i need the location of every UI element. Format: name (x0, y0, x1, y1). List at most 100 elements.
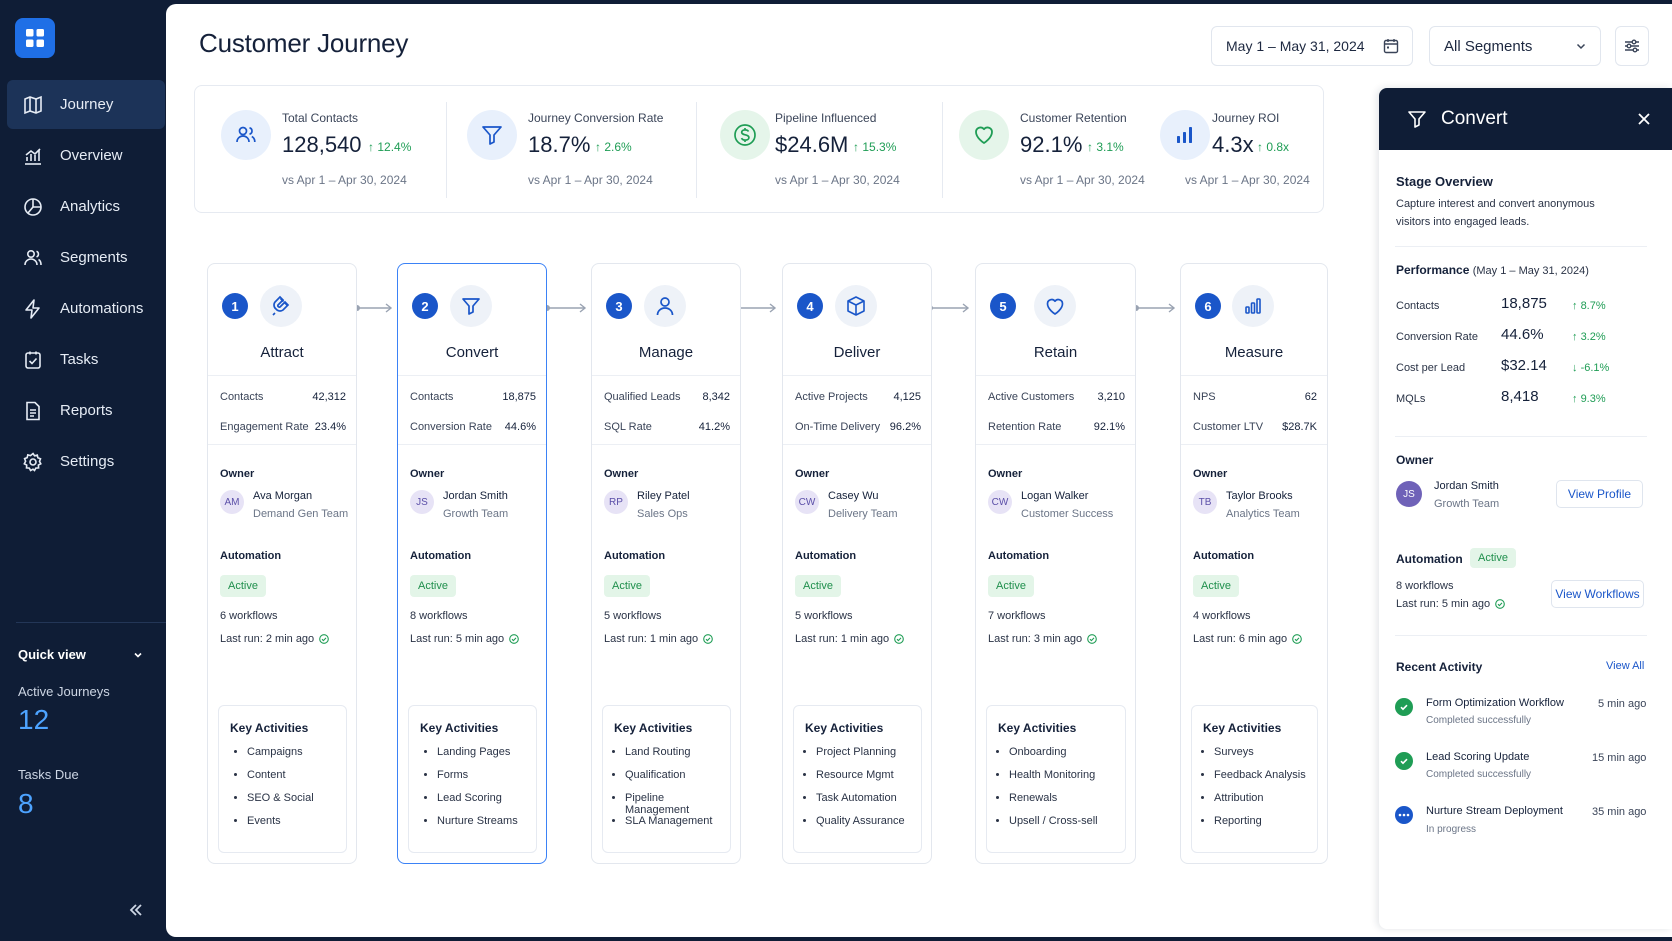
owner-name: Ava Morgan (253, 490, 313, 502)
stage-number-badge: 3 (606, 293, 632, 319)
app-logo[interactable] (15, 18, 55, 58)
stage-card-attract[interactable]: 1 Attract Contacts 42,312 Engagement Rate… (207, 263, 357, 864)
performance-label: Conversion Rate (1396, 331, 1478, 343)
owner-title: Owner (1396, 453, 1434, 467)
performance-delta: ↑ 9.3% (1572, 393, 1606, 405)
avatar[interactable]: AM (220, 490, 244, 514)
panel-title: Convert (1441, 108, 1508, 129)
check-circle-icon (1395, 752, 1413, 770)
stage-card-retain[interactable]: 5 Retain Active Customers 3,210 Retention… (975, 263, 1136, 864)
stage-overview-text: Capture interest and convert anonymous (1396, 198, 1595, 210)
pie-chart-icon (24, 197, 42, 216)
sliders-icon (1625, 39, 1639, 53)
sidebar: Journey Overview Analytics Segments Auto… (0, 0, 166, 941)
avatar[interactable]: RP (604, 490, 628, 514)
list-item: Land Routing (625, 746, 730, 769)
divider (783, 444, 931, 445)
stage-title: Manage (638, 344, 694, 361)
stage-metric: Contacts 18,875 (410, 391, 536, 403)
list-item: Nurture Streams (437, 815, 518, 838)
performance-delta: ↓ -6.1% (1572, 362, 1610, 374)
owner-team: Customer Success (1021, 508, 1114, 520)
avatar[interactable]: TB (1193, 490, 1217, 514)
kpi-label: Journey ROI (1212, 111, 1280, 125)
last-run: Last run: 2 min ago (220, 633, 330, 645)
performance-value: 18,875 (1501, 295, 1547, 312)
list-item: Campaigns (247, 746, 314, 769)
stage-metric: Contacts 42,312 (220, 391, 346, 403)
owner-name: Casey Wu (828, 490, 879, 502)
list-item: Landing Pages (437, 746, 518, 769)
view-profile-button[interactable]: View Profile (1556, 480, 1643, 508)
automation-title: Automation (1396, 552, 1463, 566)
sidebar-item-reports[interactable]: Reports (7, 386, 165, 435)
kpi-label: Total Contacts (282, 111, 359, 125)
sidebar-item-segments[interactable]: Segments (7, 233, 165, 282)
sidebar-item-overview[interactable]: Overview (7, 131, 165, 180)
check-circle-icon (509, 634, 520, 644)
performance-delta: ↑ 3.2% (1572, 331, 1606, 343)
sidebar-item-journey[interactable]: Journey (7, 80, 165, 129)
list-item: Pipeline Management (625, 792, 730, 816)
divider (208, 375, 356, 376)
stage-overview-text: visitors into engaged leads. (1396, 216, 1530, 228)
avatar[interactable]: CW (795, 490, 819, 514)
last-run: Last run: 5 min ago (410, 633, 520, 645)
owner-label: Owner (220, 468, 255, 480)
avatar[interactable]: CW (988, 490, 1012, 514)
last-run: Last run: 3 min ago (988, 633, 1098, 645)
check-circle-icon (319, 634, 330, 644)
owner-team: Analytics Team (1226, 508, 1300, 520)
kpi-summary-card: Total Contacts 128,540 ↑ 12.4% vs Apr 1 … (194, 85, 1324, 213)
kpi-value: 92.1% (1020, 132, 1083, 157)
sidebar-item-settings[interactable]: Settings (7, 437, 165, 486)
filter-settings-button[interactable] (1615, 26, 1649, 66)
stage-card-convert[interactable]: 2 Convert Contacts 18,875 Conversion Rate… (397, 263, 547, 864)
funnel-icon (450, 285, 492, 327)
status-badge: Active (988, 575, 1034, 597)
stage-title: Deliver (833, 344, 881, 361)
list-item: Project Planning (816, 746, 905, 769)
list-item: Feedback Analysis (1214, 769, 1306, 792)
stage-metric: Engagement Rate 23.4% (220, 421, 346, 433)
kpi-value: 18.7% (528, 132, 591, 157)
view-workflows-button[interactable]: View Workflows (1551, 580, 1644, 608)
sidebar-item-label: Analytics (60, 198, 121, 215)
key-activities-list: Landing Pages Forms Lead Scoring Nurture… (437, 746, 518, 838)
stage-card-manage[interactable]: 3 Manage Qualified Leads 8,342 SQL Rate 41… (591, 263, 741, 864)
kpi-delta: ↑ 15.3% (853, 140, 897, 154)
stage-connector (1133, 303, 1176, 313)
kpi-comparison: vs Apr 1 – Apr 30, 2024 (1020, 173, 1145, 187)
recent-activity-title: Recent Activity (1396, 660, 1483, 674)
activity-time: 35 min ago (1592, 806, 1647, 818)
stage-card-deliver[interactable]: 4 Deliver Active Projects 4,125 On-Time D… (782, 263, 932, 864)
sidebar-item-analytics[interactable]: Analytics (7, 182, 165, 231)
activity-time: 5 min ago (1598, 698, 1647, 710)
collapse-sidebar-button[interactable] (124, 898, 148, 922)
stage-connector (927, 303, 970, 313)
stage-card-measure[interactable]: 6 Measure NPS 62 Customer LTV $28.7K Owner… (1180, 263, 1328, 864)
avatar[interactable]: JS (410, 490, 434, 514)
close-panel-button[interactable] (1633, 108, 1655, 130)
kpi-label: Pipeline Influenced (775, 111, 877, 125)
date-range-picker[interactable]: May 1 – May 31, 2024 (1211, 26, 1413, 66)
owner-label: Owner (604, 468, 639, 480)
key-activities-box: Key Activities Campaigns Content SEO & S… (218, 705, 347, 853)
activity-status: Completed successfully (1426, 715, 1532, 726)
avatar[interactable]: JS (1396, 481, 1422, 507)
kpi-comparison: vs Apr 1 – Apr 30, 2024 (1185, 173, 1310, 187)
segment-select[interactable]: All Segments (1429, 26, 1601, 66)
view-all-link[interactable]: View All (1606, 660, 1645, 672)
kpi-divider (942, 102, 943, 198)
kpi-label: Customer Retention (1020, 111, 1127, 125)
check-circle-icon (703, 634, 714, 644)
owner-name: Taylor Brooks (1226, 490, 1293, 502)
last-run: Last run: 5 min ago (1396, 598, 1506, 610)
sidebar-item-tasks[interactable]: Tasks (7, 335, 165, 384)
divider (592, 444, 740, 445)
sidebar-item-automations[interactable]: Automations (7, 284, 165, 333)
quick-view-toggle[interactable]: Quick view (18, 647, 144, 662)
activity-title: Nurture Stream Deployment (1426, 805, 1563, 817)
check-circle-icon (894, 634, 905, 644)
date-range-value: May 1 – May 31, 2024 (1226, 38, 1365, 54)
